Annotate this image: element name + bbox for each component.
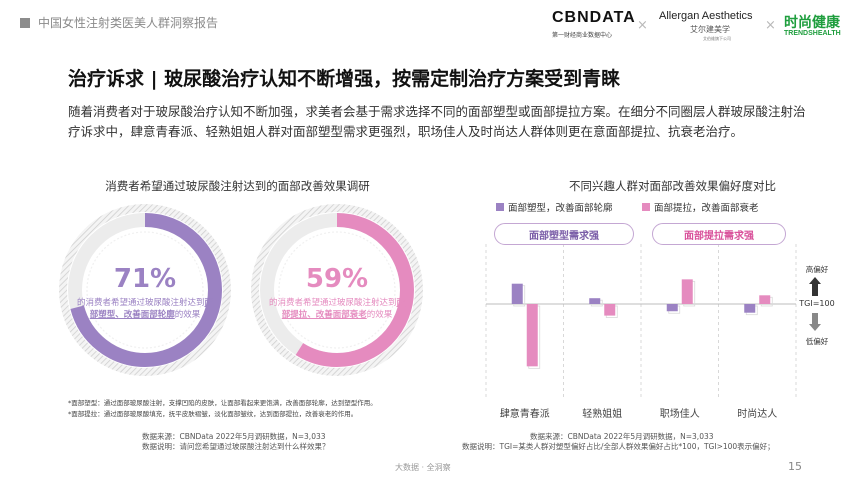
- arrow-down-icon: [809, 313, 821, 331]
- legend-swatch-face-lifting: [642, 203, 650, 211]
- right-source: 数据来源：CBNData 2022年5月调研数据，N=3,033: [530, 432, 714, 441]
- header-mark: [20, 18, 30, 28]
- donut-desc-post: 的效果: [174, 310, 201, 320]
- donut-inner-ring: [278, 231, 396, 349]
- x-axis-label: 时尚达人: [737, 409, 778, 420]
- report-title: 中国女性注射类医美人群洞察报告: [38, 16, 219, 30]
- donut-desc-pre: 的消费者希望通过玻尿酸注射达到: [268, 298, 397, 308]
- donut-desc-highlight: 面部塑型、改善面部轮廓: [89, 298, 214, 320]
- right-chart-subtitle: 不同兴趣人群对面部改善效果偏好度对比: [569, 179, 776, 193]
- donut-progress-face-lifting: [260, 213, 414, 367]
- left-source: 数据来源：CBNData 2022年5月调研数据，N=3,033: [142, 432, 326, 441]
- x-axis-label: 轻熟姐姐: [582, 409, 623, 420]
- trendshealth-logo-en: TRENDSHEALTH: [784, 30, 841, 37]
- bar-face-shaping-1: [589, 298, 601, 304]
- x-axis-label: 肆意青春派: [499, 409, 550, 420]
- allergan-logo-cn: 艾尔建美学: [690, 25, 730, 34]
- x-axis-label: 职场佳人: [659, 409, 700, 420]
- right-explanation: 数据说明：TGI=某类人群对塑型偏好占比/全部人群效果偏好占比*100，TGI>…: [462, 442, 775, 451]
- intro-paragraph: 随着消费者对于玻尿酸治疗认知不断加强，求美者会基于需求选择不同的面部塑型或面部提…: [68, 104, 806, 139]
- bar-face-lifting-1: [604, 304, 616, 316]
- bar-face-shaping-3: [744, 304, 756, 313]
- note-face-shaping: *面部塑型：通过面部玻尿酸注射，支撑凹陷的皮肤，让面部看起来更饱满，改善面部轮廓…: [68, 399, 377, 407]
- bar-face-shaping-2: [666, 304, 678, 312]
- legend-label-face-lifting: 面部提拉，改善面部衰老: [654, 203, 759, 214]
- pill-face-shaping-demand: 面部塑型需求强: [494, 223, 634, 245]
- donut-face-shaping-percent: 71%: [113, 264, 177, 294]
- bar-face-lifting-2: [681, 279, 693, 304]
- legend-label-face-shaping: 面部塑型，改善面部轮廓: [508, 203, 613, 214]
- indicator-low: 低偏好: [805, 337, 829, 346]
- page-title: 治疗诉求 | 玻尿酸治疗认知不断增强，按需定制治疗方案受到青睐: [68, 68, 621, 90]
- arrow-up-icon: [809, 277, 821, 296]
- donut-outer-ring: [251, 204, 423, 376]
- allergan-logo-sub: 艾伯维旗下公司: [703, 36, 731, 41]
- legend-swatch-face-shaping: [496, 203, 504, 211]
- page-number: 15: [788, 460, 802, 473]
- cbndata-logo-sub: 第一财经商业数据中心: [552, 32, 613, 39]
- donut-progress-face-shaping: [68, 213, 222, 367]
- donut-inner-ring: [86, 231, 204, 349]
- footer-slogan: 大数据 · 全洞察: [395, 463, 451, 472]
- indicator-high: 高偏好: [805, 265, 829, 274]
- bar-face-lifting-0: [526, 304, 538, 367]
- donut-desc-pre: 的消费者希望通过玻尿酸注射达到: [76, 298, 205, 308]
- left-explanation: 数据说明：请问您希望通过玻尿酸注射达到什么样效果？: [142, 442, 330, 451]
- donut-desc-highlight: 面部提拉、改善面部衰老: [281, 298, 406, 320]
- donut-face-shaping-desc: 的消费者希望通过玻尿酸注射达到面部塑型、改善面部轮廓的效果: [75, 297, 215, 321]
- indicator-baseline: TGI=100: [799, 299, 835, 308]
- left-chart-subtitle: 消费者希望通过玻尿酸注射达到的面部改善效果调研: [105, 179, 370, 193]
- note-face-lifting: *面部提拉：通过面部玻尿酸填充，抚平皮肤褶皱，淡化面部皱纹，达到面部提拉，改善衰…: [68, 410, 358, 418]
- logo-separator: ×: [637, 18, 648, 33]
- logo-separator-2: ×: [765, 18, 776, 33]
- cbndata-logo: CBNDATA: [552, 9, 636, 26]
- donut-desc-post: 的效果: [366, 310, 393, 320]
- definition-notes: *面部塑型：通过面部玻尿酸注射，支撑凹陷的皮肤，让面部看起来更饱满，改善面部轮廓…: [68, 398, 377, 420]
- donut-outer-ring: [59, 204, 231, 376]
- bar-face-shaping-0: [511, 283, 523, 304]
- trendshealth-logo: 时尚健康: [784, 15, 840, 31]
- donut-face-lifting-percent: 59%: [305, 264, 369, 294]
- bar-face-lifting-3: [759, 295, 771, 304]
- pill-face-lifting-demand: 面部提拉需求强: [652, 223, 786, 245]
- donut-face-lifting-desc: 的消费者希望通过玻尿酸注射达到面部提拉、改善面部衰老的效果: [267, 297, 407, 321]
- allergan-logo: Allergan Aesthetics: [659, 10, 753, 22]
